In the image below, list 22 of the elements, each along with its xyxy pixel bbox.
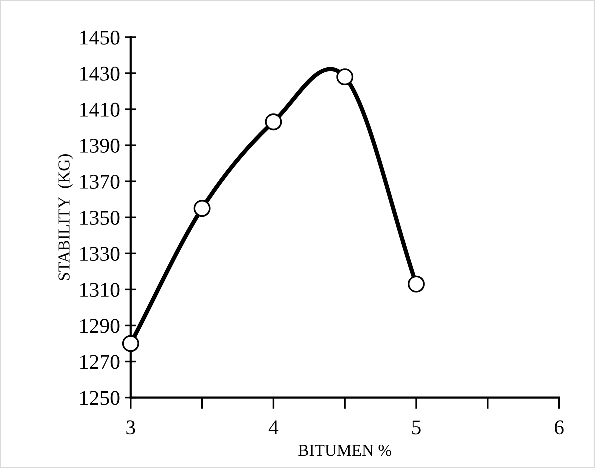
x-tick-label: 6	[554, 420, 564, 435]
y-tick-label: 1410	[80, 102, 120, 117]
y-tick-label: 1310	[80, 283, 120, 298]
x-tick-label: 5	[412, 420, 421, 435]
y-tick-label: 1450	[80, 30, 120, 45]
x-tick-label: 3	[126, 420, 136, 435]
x-tick-label: 4	[268, 420, 279, 434]
y-tick-label: 1270	[80, 355, 120, 370]
y-axis-title: STABILITY (KG)	[58, 154, 74, 280]
y-tick-label: 1290	[80, 319, 120, 334]
point	[194, 200, 211, 218]
point	[336, 68, 354, 86]
point	[122, 335, 140, 352]
x-axis-title: BITUMEN %	[298, 444, 392, 456]
y-tick-label: 1350	[80, 210, 120, 226]
y-tick-label: 1370	[80, 174, 120, 190]
y-tick-label: 1250	[80, 391, 120, 406]
point	[265, 114, 282, 131]
y-tick-label: 1330	[80, 247, 120, 262]
y-tick-label: 1390	[80, 138, 120, 153]
point	[408, 276, 425, 293]
y-tick-label: 1430	[80, 66, 120, 81]
